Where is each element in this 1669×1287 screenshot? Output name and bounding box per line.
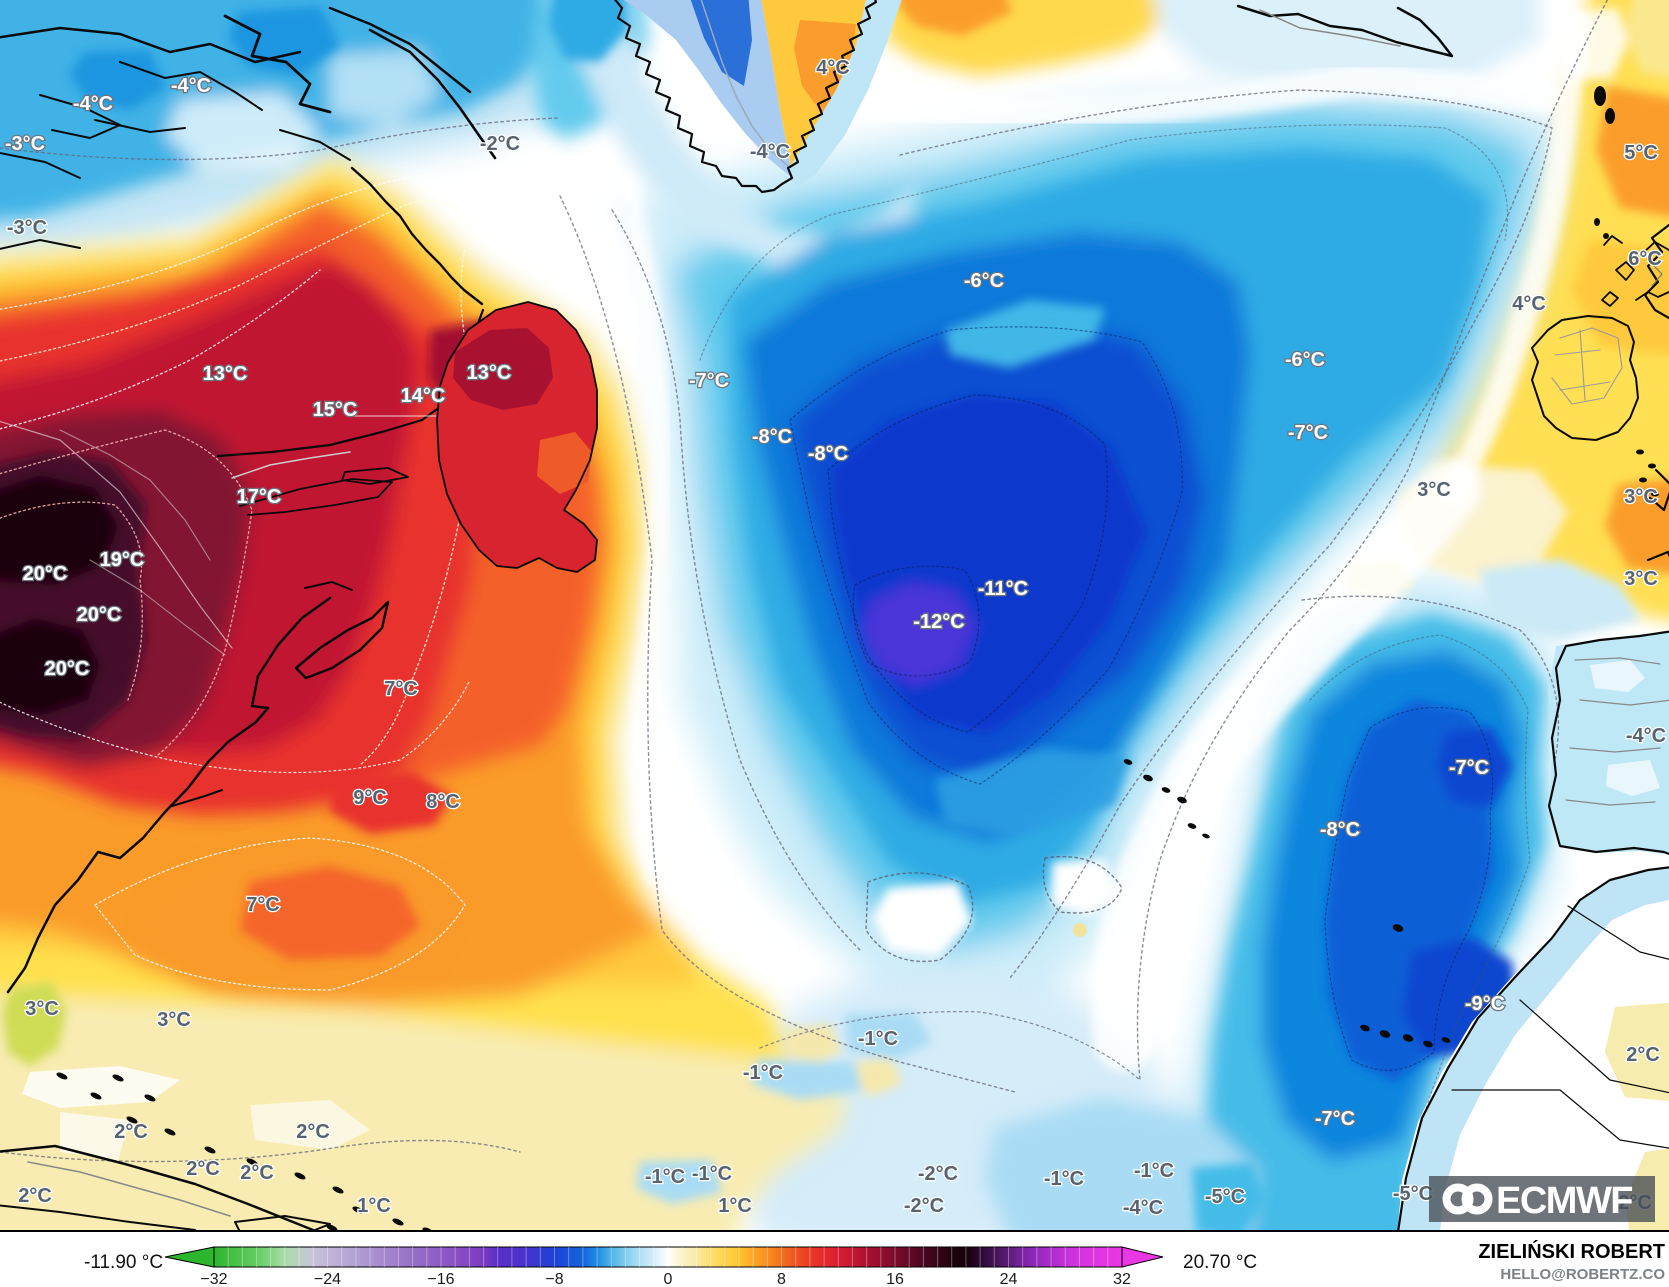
svg-text:-1°C: -1°C xyxy=(1134,1160,1174,1182)
svg-text:6°C: 6°C xyxy=(1628,248,1662,270)
svg-text:-8°C: -8°C xyxy=(1320,819,1360,841)
svg-text:−24: −24 xyxy=(314,1271,341,1287)
svg-text:−16: −16 xyxy=(427,1271,454,1287)
svg-text:-4°C: -4°C xyxy=(171,75,211,97)
svg-text:-4°C: -4°C xyxy=(73,93,113,115)
svg-text:3°C: 3°C xyxy=(1624,486,1658,508)
svg-text:20°C: 20°C xyxy=(77,604,122,626)
svg-text:-1°C: -1°C xyxy=(743,1062,783,1084)
svg-text:4°C: 4°C xyxy=(1512,293,1546,315)
svg-text:17°C: 17°C xyxy=(237,486,282,508)
svg-text:-11.90 °C: -11.90 °C xyxy=(84,1252,163,1273)
svg-text:24: 24 xyxy=(1000,1271,1018,1287)
svg-text:-1°C: -1°C xyxy=(1044,1168,1084,1190)
svg-text:-1°C: -1°C xyxy=(645,1166,685,1188)
svg-text:14°C: 14°C xyxy=(401,385,446,407)
svg-text:32: 32 xyxy=(1113,1271,1131,1287)
svg-text:8: 8 xyxy=(777,1271,786,1287)
svg-text:7°C: 7°C xyxy=(246,894,280,916)
svg-text:-4°C: -4°C xyxy=(1626,725,1666,747)
svg-text:7°C: 7°C xyxy=(384,678,418,700)
svg-text:-9°C: -9°C xyxy=(1465,993,1505,1015)
svg-text:8°C: 8°C xyxy=(426,791,460,813)
svg-text:−8: −8 xyxy=(545,1271,563,1287)
svg-text:ZIELIŃSKI ROBERT: ZIELIŃSKI ROBERT xyxy=(1478,1240,1665,1263)
svg-text:HELLO@ROBERTZ.CO: HELLO@ROBERTZ.CO xyxy=(1500,1266,1665,1283)
svg-text:-2°C: -2°C xyxy=(918,1163,958,1185)
svg-text:0: 0 xyxy=(664,1271,673,1287)
svg-text:13°C: 13°C xyxy=(203,363,248,385)
svg-text:ECMWF: ECMWF xyxy=(1496,1180,1632,1222)
svg-text:-8°C: -8°C xyxy=(808,443,848,465)
svg-text:-2°C: -2°C xyxy=(904,1195,944,1217)
svg-text:-5°C: -5°C xyxy=(1205,1186,1245,1208)
svg-text:-7°C: -7°C xyxy=(1449,757,1489,779)
svg-text:-4°C: -4°C xyxy=(750,141,790,163)
svg-text:2°C: 2°C xyxy=(296,1121,330,1143)
svg-text:1°C: 1°C xyxy=(718,1195,752,1217)
svg-text:1°C: 1°C xyxy=(357,1195,391,1217)
svg-text:16: 16 xyxy=(886,1271,904,1287)
svg-text:-8°C: -8°C xyxy=(752,426,792,448)
svg-text:20°C: 20°C xyxy=(23,563,68,585)
svg-text:2°C: 2°C xyxy=(18,1185,52,1207)
svg-text:2°C: 2°C xyxy=(186,1158,220,1180)
svg-text:-7°C: -7°C xyxy=(1288,422,1328,444)
svg-text:-7°C: -7°C xyxy=(689,370,729,392)
svg-text:3°C: 3°C xyxy=(157,1009,191,1031)
svg-text:5°C: 5°C xyxy=(1624,142,1658,164)
svg-text:13°C: 13°C xyxy=(467,362,512,384)
svg-text:2°C: 2°C xyxy=(1626,1044,1660,1066)
svg-text:-6°C: -6°C xyxy=(964,270,1004,292)
svg-text:-3°C: -3°C xyxy=(7,217,47,239)
svg-text:−32: −32 xyxy=(200,1271,227,1287)
svg-text:-11°C: -11°C xyxy=(978,578,1028,600)
svg-text:20°C: 20°C xyxy=(45,658,90,680)
svg-text:9°C: 9°C xyxy=(353,787,387,809)
svg-text:20.70 °C: 20.70 °C xyxy=(1183,1252,1257,1273)
svg-text:-4°C: -4°C xyxy=(1123,1197,1163,1219)
svg-text:-12°C: -12°C xyxy=(913,611,964,633)
svg-text:-3°C: -3°C xyxy=(5,133,45,155)
svg-text:-7°C: -7°C xyxy=(1315,1108,1355,1130)
svg-text:15°C: 15°C xyxy=(313,399,358,421)
svg-text:-1°C: -1°C xyxy=(692,1163,732,1185)
svg-text:3°C: 3°C xyxy=(25,998,59,1020)
svg-text:-2°C: -2°C xyxy=(480,133,520,155)
svg-text:-1°C: -1°C xyxy=(858,1028,898,1050)
svg-text:2°C: 2°C xyxy=(114,1121,148,1143)
svg-text:19°C: 19°C xyxy=(100,549,145,571)
svg-text:3°C: 3°C xyxy=(1624,568,1658,590)
svg-text:2°C: 2°C xyxy=(240,1162,274,1184)
svg-text:3°C: 3°C xyxy=(1417,479,1451,501)
svg-text:4°C: 4°C xyxy=(816,57,850,79)
svg-text:-6°C: -6°C xyxy=(1285,349,1325,371)
svg-text:-5°C: -5°C xyxy=(1393,1183,1433,1205)
